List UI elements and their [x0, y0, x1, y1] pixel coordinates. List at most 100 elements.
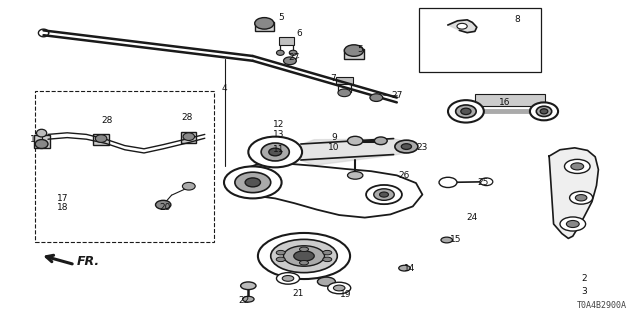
Text: 22: 22 — [239, 296, 250, 305]
Text: 21: 21 — [292, 289, 303, 298]
Ellipse shape — [344, 45, 364, 56]
Ellipse shape — [300, 247, 308, 252]
Text: 9: 9 — [332, 133, 337, 142]
Ellipse shape — [338, 89, 351, 97]
Text: 16: 16 — [499, 98, 510, 107]
Ellipse shape — [271, 239, 337, 273]
Ellipse shape — [248, 137, 302, 167]
Text: 2: 2 — [581, 274, 586, 283]
Ellipse shape — [530, 102, 558, 120]
Ellipse shape — [276, 257, 285, 262]
Bar — [475, 94, 545, 106]
Ellipse shape — [317, 277, 335, 286]
Ellipse shape — [564, 159, 590, 173]
Ellipse shape — [456, 105, 476, 118]
Ellipse shape — [348, 172, 363, 179]
FancyBboxPatch shape — [336, 77, 353, 84]
Text: 26: 26 — [399, 171, 410, 180]
Ellipse shape — [536, 106, 552, 116]
Ellipse shape — [300, 260, 308, 265]
Bar — [255, 22, 274, 31]
Ellipse shape — [235, 172, 271, 193]
Ellipse shape — [448, 100, 484, 123]
Ellipse shape — [461, 108, 471, 115]
Ellipse shape — [566, 220, 579, 228]
Ellipse shape — [282, 276, 294, 281]
Ellipse shape — [370, 94, 383, 101]
Polygon shape — [549, 148, 598, 238]
Ellipse shape — [540, 109, 548, 114]
Text: 11: 11 — [273, 145, 284, 154]
Text: 6: 6 — [297, 29, 302, 38]
Ellipse shape — [374, 189, 394, 200]
Ellipse shape — [224, 166, 282, 198]
Ellipse shape — [348, 136, 363, 145]
Text: 1: 1 — [31, 135, 36, 144]
Ellipse shape — [258, 233, 350, 279]
Ellipse shape — [245, 178, 260, 187]
Ellipse shape — [255, 18, 274, 29]
Ellipse shape — [439, 177, 457, 188]
Text: 27: 27 — [289, 53, 300, 62]
Ellipse shape — [333, 285, 345, 291]
Ellipse shape — [401, 144, 412, 149]
Ellipse shape — [480, 178, 493, 186]
Text: 10: 10 — [328, 143, 340, 152]
Ellipse shape — [366, 185, 402, 204]
Ellipse shape — [560, 217, 586, 231]
Ellipse shape — [570, 191, 593, 204]
FancyBboxPatch shape — [93, 134, 109, 145]
Ellipse shape — [182, 182, 195, 190]
Ellipse shape — [35, 140, 48, 148]
Text: 23: 23 — [417, 143, 428, 152]
Ellipse shape — [294, 251, 314, 261]
Ellipse shape — [284, 246, 324, 266]
FancyBboxPatch shape — [181, 132, 196, 143]
Ellipse shape — [441, 237, 452, 243]
Ellipse shape — [571, 163, 584, 170]
Text: 14: 14 — [404, 264, 415, 273]
Ellipse shape — [323, 257, 332, 262]
Text: 7: 7 — [330, 74, 335, 83]
Text: 5: 5 — [357, 45, 362, 54]
Text: 18: 18 — [57, 204, 68, 212]
Ellipse shape — [95, 135, 107, 142]
Ellipse shape — [269, 148, 282, 156]
Text: 19: 19 — [340, 290, 351, 299]
Ellipse shape — [241, 282, 256, 290]
Ellipse shape — [328, 282, 351, 294]
Ellipse shape — [261, 143, 289, 161]
FancyBboxPatch shape — [34, 135, 50, 148]
Text: 13: 13 — [273, 130, 284, 139]
Text: 5: 5 — [279, 13, 284, 22]
Text: 8: 8 — [515, 15, 520, 24]
Ellipse shape — [457, 23, 467, 29]
Text: 17: 17 — [57, 194, 68, 203]
Ellipse shape — [276, 273, 300, 284]
Text: 27: 27 — [391, 91, 403, 100]
Ellipse shape — [374, 137, 387, 145]
Bar — [344, 49, 364, 59]
Text: T0A4B2900A: T0A4B2900A — [577, 301, 627, 310]
Ellipse shape — [399, 265, 410, 271]
Ellipse shape — [575, 195, 587, 201]
Ellipse shape — [289, 50, 297, 55]
Text: 4: 4 — [221, 84, 227, 92]
Text: 25: 25 — [477, 178, 489, 187]
Ellipse shape — [183, 133, 195, 140]
Text: 28: 28 — [181, 113, 193, 122]
Ellipse shape — [380, 192, 388, 197]
Bar — [35, 91, 214, 242]
Text: FR.: FR. — [77, 255, 100, 268]
Ellipse shape — [395, 140, 418, 153]
Text: 12: 12 — [273, 120, 284, 129]
Ellipse shape — [156, 200, 171, 209]
Ellipse shape — [243, 296, 254, 302]
Ellipse shape — [276, 50, 284, 55]
Ellipse shape — [323, 251, 332, 255]
Ellipse shape — [276, 251, 285, 255]
Text: 28: 28 — [102, 116, 113, 124]
Text: 3: 3 — [581, 287, 586, 296]
Text: 15: 15 — [450, 235, 461, 244]
Text: 24: 24 — [467, 213, 478, 222]
